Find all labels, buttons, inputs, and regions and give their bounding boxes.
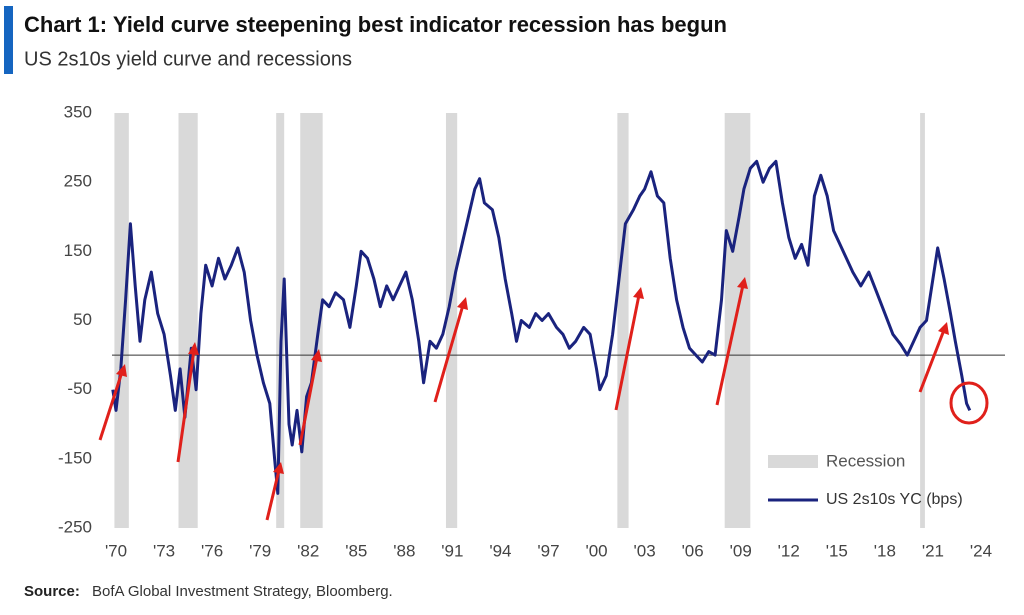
x-tick-label: '79 [249, 541, 271, 560]
y-tick-label: 50 [73, 310, 92, 329]
x-tick-label: '97 [537, 541, 559, 560]
recession-band [114, 113, 129, 528]
x-tick-label: '94 [489, 541, 511, 560]
source: BofA Global Investment Strategy, Bloombe… [92, 583, 393, 600]
arrow [715, 284, 745, 406]
recession-band [617, 113, 629, 528]
title-accent [4, 6, 13, 74]
recession-band [300, 113, 323, 528]
y-tick-label: 350 [64, 102, 92, 121]
recession-band [178, 113, 198, 528]
legend-label: US 2s10s YC (bps) [826, 491, 963, 508]
chart-title: Chart 1: Yield curve steepening best ind… [24, 12, 727, 37]
x-tick-label: '82 [297, 541, 319, 560]
arrow [433, 304, 465, 403]
x-tick-label: '21 [922, 541, 944, 560]
legend: Recession US 2s10s YC (bps) [768, 451, 963, 508]
x-tick-label: '73 [153, 541, 175, 560]
x-tick-label: '24 [970, 541, 992, 560]
x-tick-label: '88 [393, 541, 415, 560]
legend-label: Recession [826, 451, 905, 470]
y-tick-label: 150 [64, 241, 92, 260]
series-line [111, 159, 972, 495]
x-tick-label: '03 [634, 541, 656, 560]
recession-band [920, 113, 925, 528]
y-tick-label: -250 [58, 517, 92, 536]
x-tick-label: '15 [826, 541, 848, 560]
recession-band [445, 113, 458, 528]
x-tick-label: '85 [345, 541, 367, 560]
highlight-circle [949, 381, 989, 425]
x-tick-label: '06 [682, 541, 704, 560]
chart-subtitle: US 2s10s yield curve and recessions [24, 48, 352, 70]
recession-band [724, 113, 751, 528]
x-tick-label: '70 [105, 541, 127, 560]
legend-swatch [768, 455, 818, 468]
arrow [98, 371, 124, 441]
x-tick-label: '00 [585, 541, 607, 560]
annotations [98, 284, 989, 521]
arrow [918, 329, 946, 393]
arrow [265, 469, 281, 521]
y-tick-label: -150 [58, 448, 92, 467]
arrow [298, 356, 319, 446]
x-tick-label: '09 [730, 541, 752, 560]
x-tick-label: '12 [778, 541, 800, 560]
arrowheads [116, 277, 949, 474]
y-tick-label: 250 [64, 172, 92, 191]
source-label: Source: [24, 583, 80, 600]
y-tick-label: -50 [67, 379, 92, 398]
x-tick-label: '18 [874, 541, 896, 560]
arrow [176, 349, 196, 463]
arrow [614, 294, 641, 411]
recession-band [276, 113, 285, 528]
x-tick-label: '91 [441, 541, 463, 560]
x-tick-label: '76 [201, 541, 223, 560]
